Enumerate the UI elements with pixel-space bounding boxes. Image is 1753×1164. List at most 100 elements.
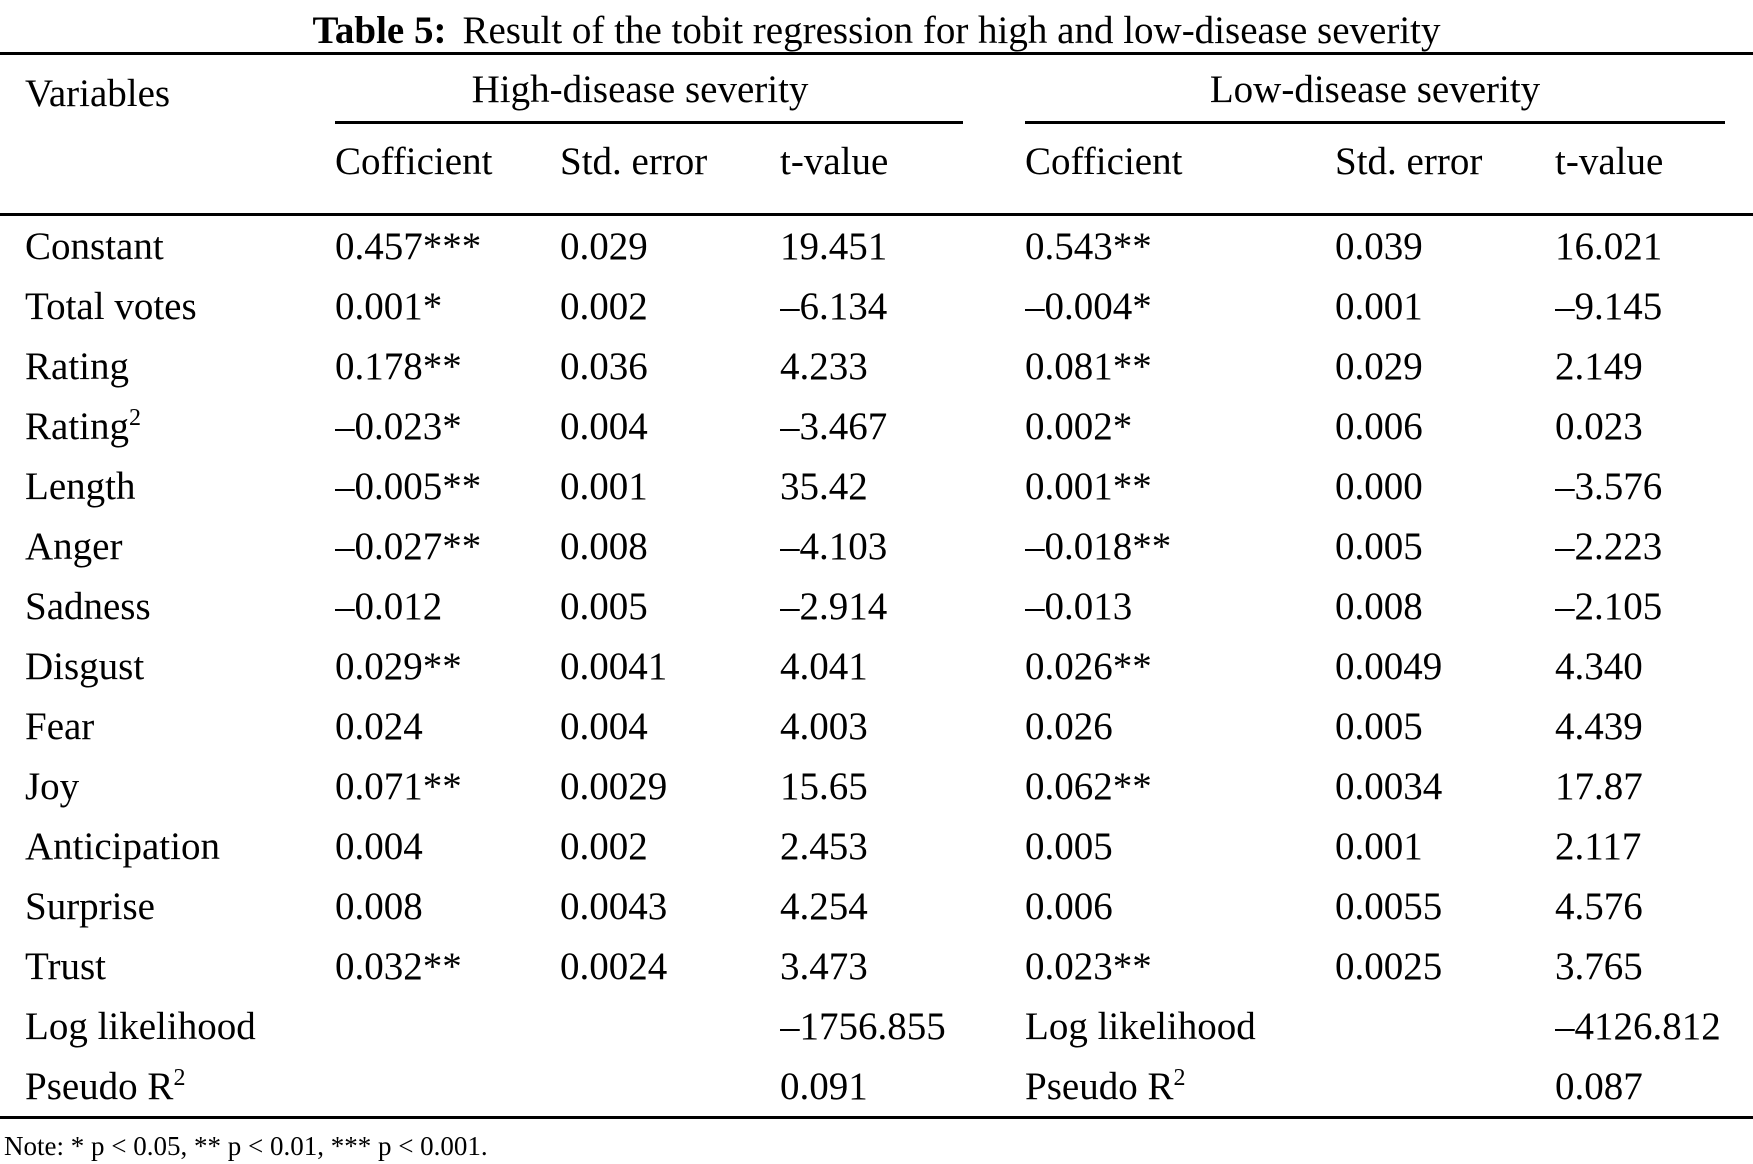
cell-low-t-value: 4.340 [1555, 644, 1643, 688]
table-row: Disgust 0.029** 0.0041 4.041 0.026** 0.0… [0, 636, 1753, 696]
cell-low-coefficient: –0.013 [1025, 584, 1133, 628]
cell-high-t-value: 19.451 [780, 224, 888, 268]
cell-high-coefficient: 0.024 [335, 704, 423, 748]
cell-high-coefficient: –0.012 [335, 584, 443, 628]
group-header-high-severity-label: High-disease severity [335, 67, 964, 124]
cell-high-coefficient: 0.071** [335, 764, 462, 808]
cell-high-t-value: 4.254 [780, 884, 868, 928]
cell-low-t-value: 2.117 [1555, 824, 1642, 868]
table-row: Length –0.005** 0.001 35.42 0.001** 0.00… [0, 456, 1753, 516]
variable-superscript: 2 [129, 404, 141, 431]
table-title: Table 5: Result of the tobit regression f… [0, 0, 1753, 52]
cell-high-t-value: 15.65 [780, 764, 868, 808]
cell-low-coefficient: 0.026 [1025, 704, 1113, 748]
cell-low-t-value: –9.145 [1555, 284, 1663, 328]
cell-high-std-error: 0.0043 [560, 884, 668, 928]
subheader-t-value-low: t-value [1555, 124, 1753, 216]
column-header-variables: Variables [0, 53, 335, 216]
cell-high-std-error: 0.036 [560, 344, 648, 388]
cell-high-std-error: 0.0041 [560, 644, 668, 688]
group-header-low-severity: Low-disease severity [1025, 54, 1753, 124]
table-row: Trust 0.032** 0.0024 3.473 0.023** 0.002… [0, 936, 1753, 996]
cell-high-std-error [560, 1056, 780, 1119]
table-row: Sadness –0.012 0.005 –2.914 –0.013 0.008… [0, 576, 1753, 636]
cell-low-t-value: 2.149 [1555, 344, 1643, 388]
cell-variable: Constant [25, 224, 164, 268]
cell-high-coefficient: 0.178** [335, 344, 462, 388]
cell-low-coefficient: –0.004* [1025, 284, 1152, 328]
cell-low-std-error: 0.005 [1335, 524, 1423, 568]
cell-low-std-error: 0.005 [1335, 704, 1423, 748]
subheader-std-error-low: Std. error [1335, 124, 1556, 216]
cell-low-coefficient: 0.006 [1025, 884, 1113, 928]
cell-variable: Rating2 [25, 404, 141, 448]
cell-high-t-value: 4.003 [780, 704, 868, 748]
cell-low-coefficient: Pseudo R2 [1025, 1056, 1336, 1119]
cell-low-t-value: 4.439 [1555, 704, 1643, 748]
cell-low-t-value: –4126.812 [1555, 1004, 1721, 1048]
table-row: Fear 0.024 0.004 4.003 0.026 0.005 4.439 [0, 696, 1753, 756]
cell-variable: Total votes [25, 284, 197, 328]
low-label-superscript: 2 [1173, 1064, 1186, 1091]
cell-variable: Log likelihood [25, 1004, 256, 1048]
table-body: Constant 0.457*** 0.029 19.451 0.543** 0… [0, 215, 1753, 1119]
cell-low-std-error: 0.0025 [1335, 944, 1443, 988]
table-row: Total votes 0.001* 0.002 –6.134 –0.004* … [0, 276, 1753, 336]
cell-high-std-error: 0.005 [560, 584, 648, 628]
cell-low-coefficient: 0.023** [1025, 944, 1152, 988]
cell-high-coefficient: 0.008 [335, 884, 423, 928]
table-row: Constant 0.457*** 0.029 19.451 0.543** 0… [0, 215, 1753, 277]
cell-high-std-error: 0.002 [560, 284, 648, 328]
cell-high-coefficient: –0.027** [335, 524, 482, 568]
cell-variable: Length [25, 464, 136, 508]
cell-high-t-value: 0.091 [780, 1056, 1026, 1119]
table-row: Surprise 0.008 0.0043 4.254 0.006 0.0055… [0, 876, 1753, 936]
cell-high-t-value: –2.914 [780, 584, 888, 628]
cell-high-t-value: 2.453 [780, 824, 868, 868]
subheader-coefficient-low: Cofficient [1025, 124, 1336, 216]
subheader-coefficient-high: Cofficient [335, 124, 560, 216]
table-row: Pseudo R2 0.091 Pseudo R2 0.087 [0, 1056, 1753, 1119]
cell-low-coefficient: 0.002* [1025, 404, 1133, 448]
cell-low-coefficient: –0.018** [1025, 524, 1172, 568]
cell-high-std-error: 0.004 [560, 704, 648, 748]
cell-low-std-error: 0.0034 [1335, 764, 1443, 808]
table-row: Log likelihood –1756.855 Log likelihood … [0, 996, 1753, 1056]
cell-high-t-value: –1756.855 [780, 1004, 946, 1048]
cell-low-t-value: –2.223 [1555, 524, 1663, 568]
group-header-low-severity-label: Low-disease severity [1025, 67, 1726, 124]
group-header-high-severity: High-disease severity [335, 54, 1025, 124]
group-header-row: Variables High-disease severity Low-dise… [0, 53, 1753, 216]
cell-low-coefficient: 0.005 [1025, 824, 1113, 868]
cell-variable: Surprise [25, 884, 155, 928]
cell-high-std-error: 0.004 [560, 404, 648, 448]
cell-low-std-error: 0.000 [1335, 464, 1423, 508]
cell-high-t-value: 4.233 [780, 344, 868, 388]
cell-low-coefficient: 0.062** [1025, 764, 1152, 808]
table-number-label: Table 5: [312, 9, 447, 52]
cell-variable: Trust [25, 944, 106, 988]
table-row: Anticipation 0.004 0.002 2.453 0.005 0.0… [0, 816, 1753, 876]
cell-low-t-value: –2.105 [1555, 584, 1663, 628]
cell-high-coefficient: 0.032** [335, 944, 462, 988]
cell-variable: Anticipation [25, 824, 220, 868]
cell-variable: Fear [25, 704, 95, 748]
cell-high-coefficient [335, 1056, 560, 1119]
cell-low-t-value: 3.765 [1555, 944, 1643, 988]
cell-low-t-value: 0.023 [1555, 404, 1643, 448]
cell-low-coefficient: Log likelihood [1025, 1004, 1256, 1048]
cell-low-t-value: 17.87 [1555, 764, 1643, 808]
cell-high-t-value: 35.42 [780, 464, 868, 508]
cell-high-t-value: –6.134 [780, 284, 888, 328]
cell-variable: Sadness [25, 584, 151, 628]
cell-variable: Rating [25, 344, 129, 388]
cell-variable: Anger [25, 524, 123, 568]
subheader-row: Cofficient Std. error t-value Cofficient… [0, 124, 1753, 216]
cell-high-coefficient: 0.004 [335, 824, 423, 868]
cell-high-t-value: –3.467 [780, 404, 888, 448]
cell-high-std-error: 0.0024 [560, 944, 668, 988]
cell-variable: Disgust [25, 644, 145, 688]
cell-low-t-value: 16.021 [1555, 224, 1663, 268]
cell-low-std-error: 0.006 [1335, 404, 1423, 448]
subheader-t-value-high: t-value [780, 124, 1026, 216]
